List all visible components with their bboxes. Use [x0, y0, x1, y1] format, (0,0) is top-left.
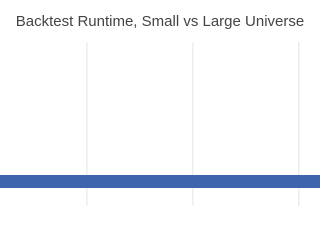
page: Backtest Runtime, Small vs Large Univers… — [0, 12, 320, 206]
chart-title: Backtest Runtime, Small vs Large Univers… — [16, 13, 304, 30]
chart: Backtest Runtime, Small vs Large Univers… — [0, 13, 320, 206]
bar — [0, 175, 320, 188]
